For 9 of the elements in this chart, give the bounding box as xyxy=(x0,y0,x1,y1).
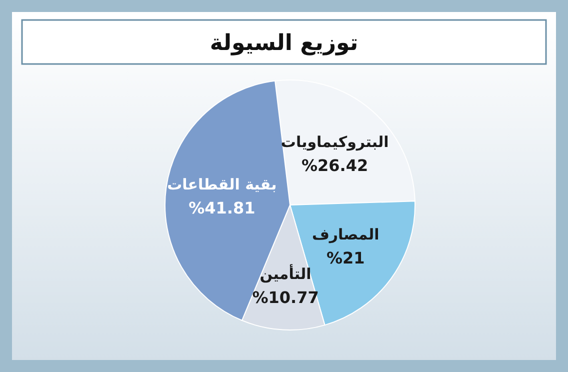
slice-label: المصارف xyxy=(312,225,380,244)
data-label: %21 xyxy=(326,248,365,268)
slice-label: التأمين xyxy=(260,264,312,283)
data-label: %41.81 xyxy=(188,198,256,218)
data-label: %10.77 xyxy=(252,288,319,307)
chart-title: توزيع السيولة xyxy=(210,31,358,56)
slice-label: بقية القطاعات xyxy=(167,176,277,194)
slice-label: البتروكيماويات xyxy=(280,132,389,151)
data-label: %26.42 xyxy=(301,156,368,175)
